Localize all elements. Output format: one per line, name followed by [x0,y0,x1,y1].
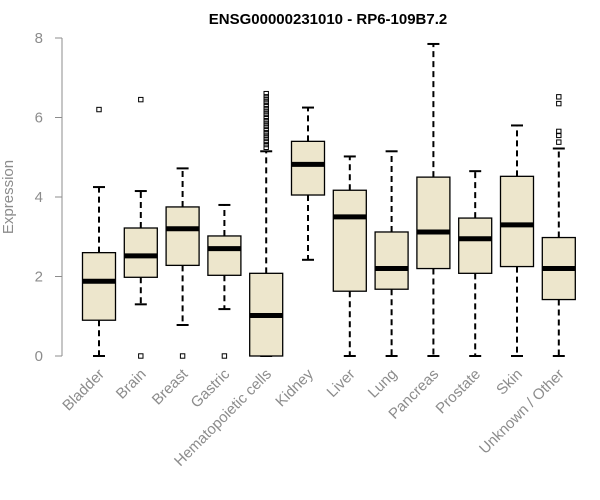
outlier-point [138,353,144,359]
outlier-point [556,139,562,145]
outlier-point [556,128,562,135]
x-tick-label: Kidney [272,365,317,410]
outlier-point [263,138,269,145]
box-group-11 [499,124,535,357]
box-iqr [123,227,158,278]
outlier-point [263,135,269,141]
outlier-point [263,102,269,109]
box-iqr [81,251,117,321]
outlier-point [263,96,269,103]
chart-title: ENSG00000231010 - RP6-109B7.2 [209,11,448,28]
x-tick-label: Prostate [432,366,484,418]
box-iqr [458,217,493,274]
box-group-4 [207,203,242,359]
outlier-point [221,353,228,359]
box-group-3 [165,167,200,359]
x-tick-label: Liver [324,366,359,401]
box-iqr [332,189,367,292]
box-iqr [290,140,326,196]
box-group-5 [249,90,284,357]
box-iqr [416,176,451,270]
outlier-point [556,100,562,107]
outlier-point [263,120,269,127]
outlier-point [263,111,269,118]
outlier-point [263,114,269,121]
box-group-7 [332,155,367,357]
y-axis-label: Expression [0,160,17,234]
box-iqr [165,206,200,267]
y-tick-label: 6 [35,110,43,127]
box-group-6 [290,106,326,261]
outlier-point [263,141,269,148]
x-tick-label: Lung [365,366,401,402]
box-group-9 [416,42,451,357]
box-iqr [207,235,242,276]
box-iqr [499,175,535,268]
y-tick-label: 4 [35,189,43,206]
box-iqr [374,231,409,290]
x-tick-label: Skin [493,366,526,399]
outlier-point [179,353,186,359]
y-axis: 0 2 4 6 8 [35,30,63,365]
outlier-point [263,90,269,97]
outlier-point [96,106,102,113]
box-group-8 [374,150,409,357]
outlier-point [263,132,269,139]
outlier-point [263,94,269,100]
box-group-10 [458,170,493,357]
outlier-point [263,117,269,124]
x-tick-label: Bladder [59,366,108,415]
outlier-point [263,108,269,115]
outlier-point [263,126,269,133]
y-tick-label: 0 [35,348,43,365]
boxes-layer [81,42,576,359]
box-group-1 [81,106,117,357]
x-tick-label: Brain [113,366,150,403]
box-group-2 [123,96,158,359]
y-tick-label: 2 [35,269,43,286]
box-group-12 [541,94,576,357]
outlier-point [263,106,269,112]
x-tick-label: Breast [149,365,192,408]
outlier-point [263,123,269,129]
outlier-point [263,99,269,106]
y-tick-label: 8 [35,30,43,47]
outlier-point [263,129,269,136]
outlier-point [263,144,269,151]
outlier-point [138,96,144,103]
outlier-point [556,94,562,100]
